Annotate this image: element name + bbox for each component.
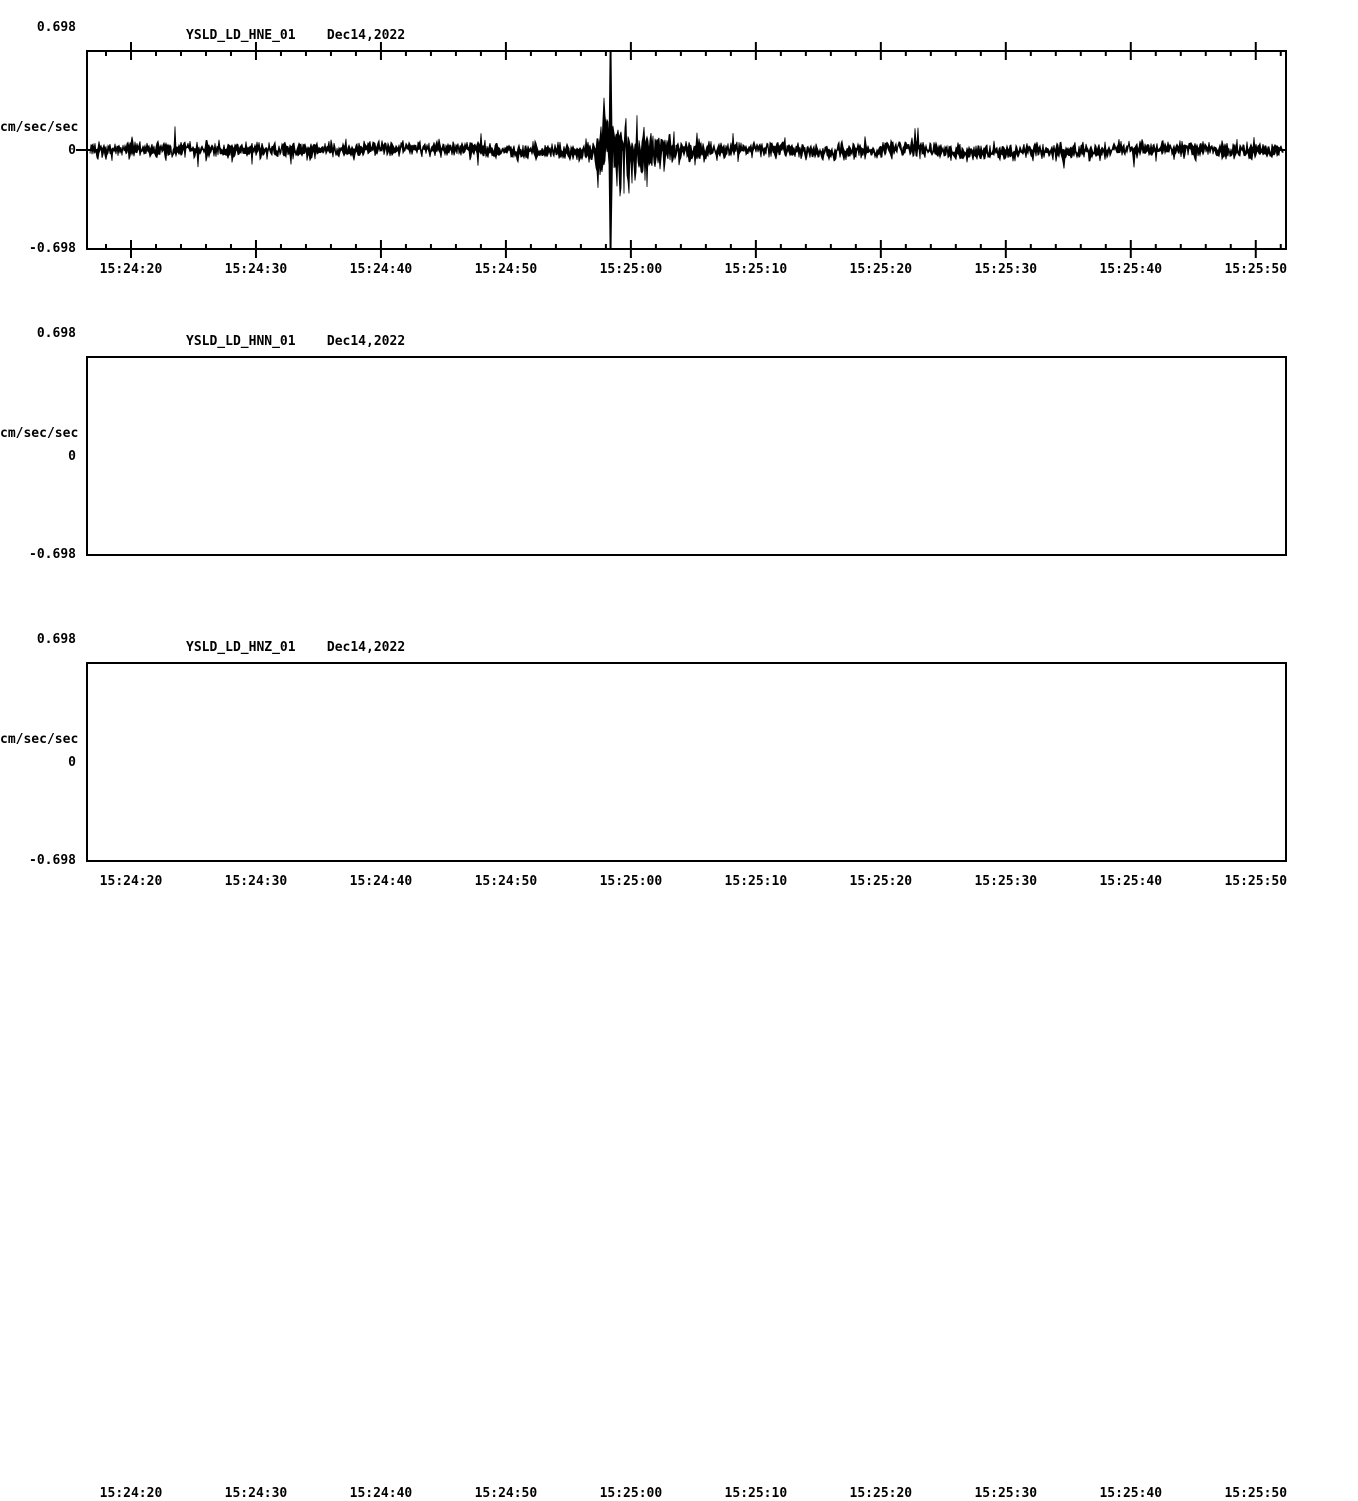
panel-hne-unit-label: cm/sec/sec bbox=[0, 120, 79, 135]
xtick-label: 15:24:50 bbox=[474, 874, 538, 889]
xtick-label: 15:25:20 bbox=[849, 874, 913, 889]
panel-hnz: YSLD_LD_HNZ_01 Dec14,2022 cm/sec/sec 0.6… bbox=[0, 612, 1358, 1501]
xtick-label: 15:25:50 bbox=[1224, 1486, 1288, 1501]
xtick-label: 15:24:40 bbox=[349, 262, 413, 277]
xtick-label: 15:25:00 bbox=[599, 874, 663, 889]
panel-hnn: YSLD_LD_HNN_01 Dec14,2022 cm/sec/sec 0.6… bbox=[0, 306, 1358, 889]
panel-hnz-unit-label: cm/sec/sec bbox=[0, 732, 79, 747]
xtick-label: 15:24:20 bbox=[99, 1486, 163, 1501]
xtick-label: 15:24:30 bbox=[224, 1486, 288, 1501]
xtick-label: 15:25:40 bbox=[1099, 262, 1163, 277]
panel-hnz-title: YSLD_LD_HNZ_01 Dec14,2022 bbox=[186, 640, 406, 655]
xtick-label: 15:25:00 bbox=[599, 1486, 663, 1501]
xtick-label: 15:25:10 bbox=[724, 262, 788, 277]
xtick-label: 15:25:40 bbox=[1099, 874, 1163, 889]
panel-hne-ymax-label: 0.698 bbox=[36, 20, 76, 35]
panel-hnz-plot-area bbox=[86, 662, 1287, 862]
xtick-label: 15:24:20 bbox=[99, 262, 163, 277]
panel-hnz-ymid-label: 0 bbox=[68, 755, 76, 770]
xtick-label: 15:25:10 bbox=[724, 1486, 788, 1501]
xtick-label: 15:24:50 bbox=[474, 262, 538, 277]
panel-hnn-ymax-label: 0.698 bbox=[36, 326, 76, 341]
xtick-label: 15:24:50 bbox=[474, 1486, 538, 1501]
xtick-label: 15:25:20 bbox=[849, 1486, 913, 1501]
xtick-label: 15:25:40 bbox=[1099, 1486, 1163, 1501]
panel-hne-plot-area bbox=[86, 50, 1287, 250]
panel-hne-ymin-label: -0.698 bbox=[29, 241, 76, 256]
xtick-label: 15:25:50 bbox=[1224, 874, 1288, 889]
panel-hnz-ymin-label: -0.698 bbox=[29, 853, 76, 868]
panel-hne-title: YSLD_LD_HNE_01 Dec14,2022 bbox=[186, 28, 406, 43]
panel-hnn-ymid-label: 0 bbox=[68, 449, 76, 464]
xtick-label: 15:25:30 bbox=[974, 874, 1038, 889]
xtick-label: 15:24:20 bbox=[99, 874, 163, 889]
xtick-label: 15:25:30 bbox=[974, 1486, 1038, 1501]
xtick-label: 15:24:30 bbox=[224, 262, 288, 277]
xtick-label: 15:25:30 bbox=[974, 262, 1038, 277]
xtick-label: 15:25:20 bbox=[849, 262, 913, 277]
xtick-label: 15:24:40 bbox=[349, 1486, 413, 1501]
xtick-label: 15:25:00 bbox=[599, 262, 663, 277]
panel-hne-ymid-label: 0 bbox=[68, 143, 76, 158]
panel-hnn-title: YSLD_LD_HNN_01 Dec14,2022 bbox=[186, 334, 406, 349]
panel-hne: YSLD_LD_HNE_01 Dec14,2022 cm/sec/sec 0.6… bbox=[0, 0, 1358, 306]
panel-hnn-plot-area bbox=[86, 356, 1287, 556]
xtick-label: 15:25:50 bbox=[1224, 262, 1288, 277]
panel-hnn-ymin-label: -0.698 bbox=[29, 547, 76, 562]
xtick-label: 15:24:40 bbox=[349, 874, 413, 889]
panel-hnn-unit-label: cm/sec/sec bbox=[0, 426, 79, 441]
xtick-label: 15:25:10 bbox=[724, 874, 788, 889]
xtick-label: 15:24:30 bbox=[224, 874, 288, 889]
panel-hnz-ymax-label: 0.698 bbox=[36, 632, 76, 647]
